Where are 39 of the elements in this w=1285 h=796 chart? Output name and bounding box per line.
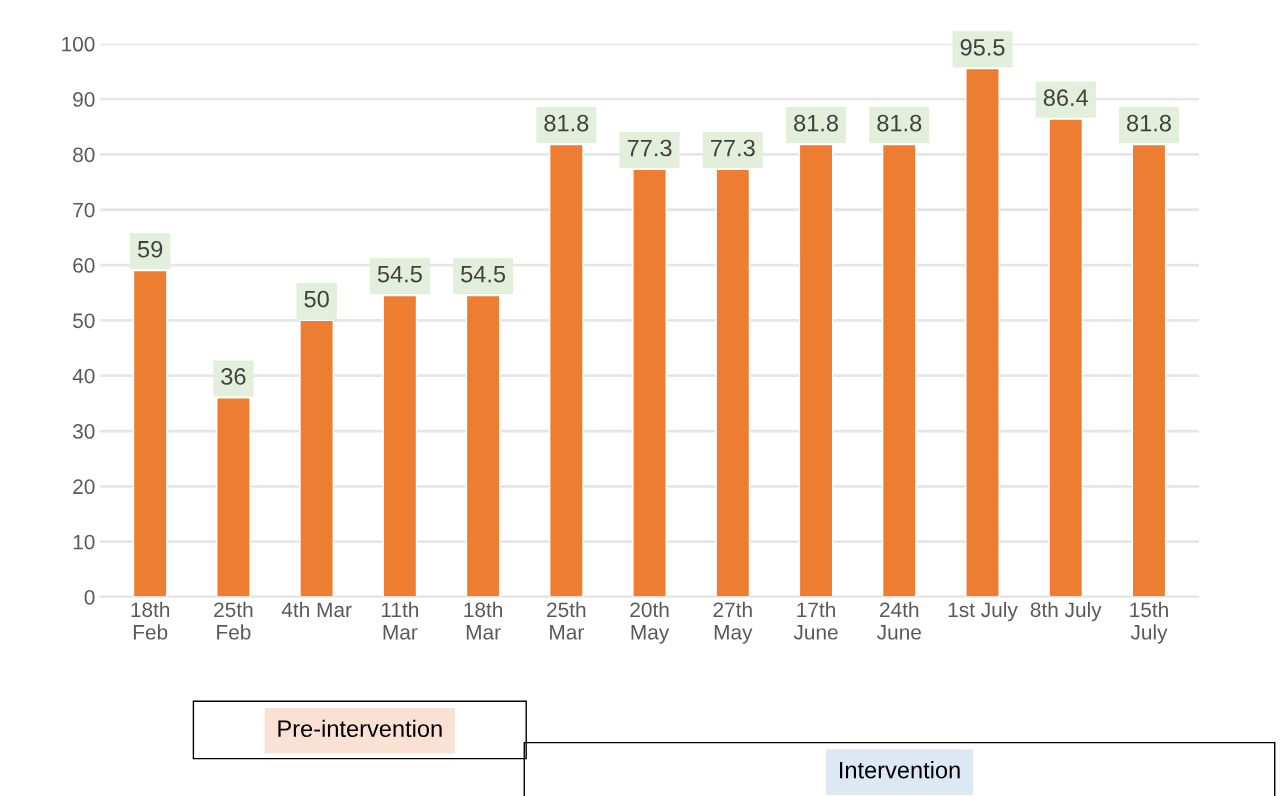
data-label: 36 (221, 368, 246, 385)
x-tick-label: 25th Mar (547, 601, 586, 640)
x-tick-label: 17th June (793, 601, 838, 640)
data-label: 81.8 (1127, 114, 1171, 132)
x-tick-label: 18th Feb (131, 601, 170, 640)
data-label: 81.8 (794, 114, 838, 132)
data-label: 77.3 (627, 139, 672, 157)
x-tick-label: 4th Mar (281, 601, 352, 618)
y-tick-label: 0 (84, 590, 95, 605)
y-tick-label: 10 (73, 534, 95, 550)
data-label: 81.8 (877, 114, 922, 132)
y-tick-label: 50 (73, 313, 95, 329)
y-tick-label: 40 (72, 368, 95, 384)
x-tick-label: 8th July (1030, 601, 1102, 622)
y-tick-label: 60 (73, 258, 95, 273)
y-tick-label: 30 (72, 424, 95, 439)
data-label: 50 (304, 290, 329, 308)
x-tick-label: 25th Feb (214, 601, 253, 640)
y-tick-label: 90 (73, 92, 95, 107)
data-label: 95.5 (960, 38, 1005, 56)
x-tick-label: 20th May (630, 601, 670, 644)
y-tick-label: 20 (73, 479, 95, 495)
x-tick-label: 18th Mar (464, 601, 503, 640)
x-tick-label: 15th July (1130, 601, 1168, 644)
y-tick-label: 70 (73, 202, 95, 218)
data-label: 54.5 (461, 266, 506, 283)
x-tick-label: 1st July (948, 601, 1018, 622)
x-tick-label: 27th May (713, 601, 753, 644)
y-tick-label: 100 (62, 36, 95, 52)
data-label: 86.4 (1043, 89, 1089, 107)
x-tick-label: 11th Mar (381, 601, 419, 640)
y-tick-label: 80 (73, 147, 95, 163)
data-label: 54.5 (377, 266, 422, 283)
text: Intervention (839, 761, 960, 779)
data-label: 77.3 (711, 139, 755, 157)
text: Pre-intervention (278, 719, 442, 738)
data-label: 59 (137, 240, 163, 258)
data-label: 81.8 (544, 114, 589, 132)
x-tick-label: 24th June (877, 601, 921, 640)
